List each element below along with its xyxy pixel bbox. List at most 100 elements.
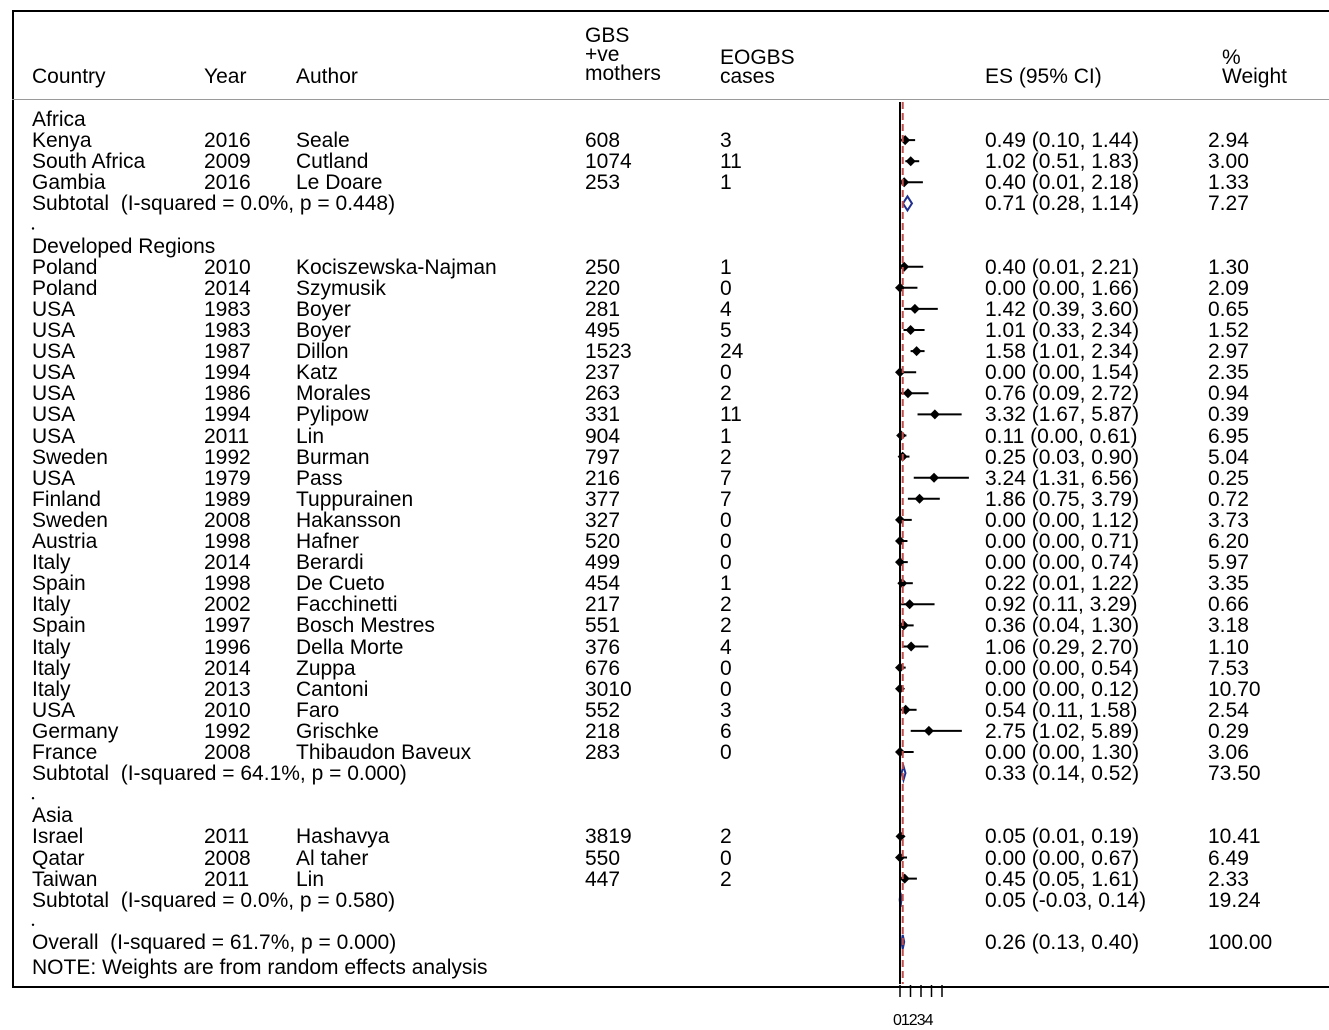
country-cell: Italy — [32, 635, 71, 659]
eogbs-cases-cell: 6 — [720, 719, 732, 743]
gbs-mothers-cell: 283 — [585, 741, 621, 764]
year-cell: 2002 — [204, 593, 251, 617]
weight-cell: 1.10 — [1208, 635, 1249, 659]
year-cell: 1994 — [204, 361, 251, 385]
gbs-mothers-cell: 218 — [585, 719, 621, 743]
gbs-mothers-cell: 263 — [585, 382, 621, 406]
weight-cell: 3.18 — [1208, 614, 1249, 638]
es-ci-cell: 0.45 (0.05, 1.61) — [985, 867, 1140, 891]
country-cell: USA — [32, 297, 76, 321]
point-estimate — [911, 346, 922, 357]
country-cell: USA — [32, 319, 76, 342]
country-cell: Italy — [32, 656, 71, 680]
country-cell: Spain — [32, 614, 86, 638]
es-ci-cell: 0.00 (0.00, 0.67) — [985, 846, 1140, 870]
weight-cell: 100.00 — [1208, 930, 1273, 954]
eogbs-cases-cell: 7 — [720, 466, 732, 490]
point-estimate — [909, 303, 920, 314]
subtotal-diamond — [901, 194, 914, 213]
year-cell: 1987 — [204, 340, 251, 364]
year-cell: 2011 — [204, 867, 250, 891]
author-cell: Tuppurainen — [296, 487, 414, 511]
year-cell: 2013 — [204, 677, 251, 701]
spacer-dot — [31, 923, 35, 926]
point-estimate — [904, 599, 915, 610]
country-cell: Sweden — [32, 508, 108, 532]
weight-cell: 3.73 — [1208, 508, 1249, 532]
weight-cell: 1.33 — [1208, 171, 1249, 195]
subtotal-label: Subtotal (I-squared = 0.0%, p = 0.580) — [32, 888, 396, 912]
author-cell: Facchinetti — [296, 593, 398, 617]
year-cell: 1994 — [204, 403, 251, 427]
gbs-mothers-cell: 327 — [585, 508, 621, 532]
eogbs-cases-cell: 0 — [720, 741, 732, 764]
author-cell: Zuppa — [296, 656, 356, 680]
eogbs-cases-cell: 4 — [720, 297, 732, 321]
point-estimate — [929, 472, 940, 483]
author-cell: Pass — [296, 466, 343, 490]
es-ci-cell: 3.32 (1.67, 5.87) — [985, 403, 1140, 427]
author-cell: Hakansson — [296, 508, 402, 532]
eogbs-cases-cell: 11 — [720, 403, 742, 427]
es-ci-cell: 0.25 (0.03, 0.90) — [985, 445, 1140, 469]
es-ci-cell: 1.06 (0.29, 2.70) — [985, 635, 1140, 659]
year-cell: 1997 — [204, 614, 251, 638]
es-ci-cell: 0.92 (0.11, 3.29) — [985, 593, 1138, 617]
subtotal-label: Subtotal (I-squared = 64.1%, p = 0.000) — [32, 762, 407, 786]
gbs-mothers-cell: 217 — [585, 593, 621, 617]
country-cell: Poland — [32, 255, 98, 279]
es-ci-cell: 0.22 (0.01, 1.22) — [985, 572, 1140, 596]
group-heading: Asia — [32, 804, 73, 828]
header-year: Year — [204, 65, 247, 88]
year-cell: 2008 — [204, 508, 251, 532]
es-ci-cell: 0.05 (-0.03, 0.14) — [985, 888, 1147, 912]
es-ci-cell: 0.00 (0.00, 0.74) — [985, 551, 1140, 575]
gbs-mothers-cell: 552 — [585, 698, 621, 722]
gbs-mothers-cell: 281 — [585, 297, 621, 321]
weight-cell: 1.30 — [1208, 255, 1249, 279]
country-cell: Italy — [32, 677, 71, 701]
spacer-dot — [31, 797, 35, 800]
year-cell: 1998 — [204, 572, 251, 596]
eogbs-cases-cell: 3 — [720, 698, 732, 722]
eogbs-cases-cell: 0 — [720, 677, 732, 701]
point-estimate — [923, 725, 934, 736]
author-cell: Boyer — [296, 297, 351, 321]
author-cell: Berardi — [296, 551, 364, 575]
overall-diamond — [900, 934, 906, 950]
author-cell: Lin — [296, 424, 325, 448]
weight-cell: 6.95 — [1208, 424, 1249, 448]
plot-frame — [12, 10, 1329, 988]
es-ci-cell: 0.11 (0.00, 0.61) — [985, 424, 1138, 448]
weight-cell: 6.20 — [1208, 530, 1249, 553]
x-tick-labels: 01234 — [893, 1012, 933, 1029]
eogbs-cases-cell: 2 — [720, 867, 732, 891]
author-cell: Morales — [296, 382, 371, 406]
author-cell: De Cueto — [296, 572, 385, 596]
gbs-mothers-cell: 1074 — [585, 150, 632, 174]
es-ci-cell: 0.00 (0.00, 0.54) — [985, 656, 1140, 680]
es-ci-cell: 0.71 (0.28, 1.14) — [985, 192, 1140, 216]
weight-cell: 0.72 — [1208, 487, 1249, 511]
year-cell: 1998 — [204, 530, 251, 553]
gbs-mothers-cell: 1523 — [585, 340, 632, 364]
gbs-mothers-cell: 447 — [585, 867, 621, 891]
gbs-mothers-cell: 220 — [585, 276, 621, 300]
subtotal-label: Subtotal (I-squared = 0.0%, p = 0.448) — [32, 192, 396, 216]
year-cell: 1986 — [204, 382, 251, 406]
point-estimate — [899, 177, 910, 188]
point-estimate — [899, 261, 910, 272]
weights-note: NOTE: Weights are from random effects an… — [32, 956, 488, 979]
eogbs-cases-cell: 0 — [720, 361, 732, 385]
author-cell: Pylipow — [296, 403, 369, 427]
gbs-mothers-cell: 550 — [585, 846, 621, 870]
weight-cell: 19.24 — [1208, 888, 1261, 912]
point-estimate — [905, 156, 916, 167]
weight-cell: 3.00 — [1208, 150, 1249, 174]
weight-cell: 2.35 — [1208, 361, 1249, 385]
header-country: Country — [32, 65, 106, 88]
gbs-mothers-cell: 376 — [585, 635, 621, 659]
eogbs-cases-cell: 4 — [720, 635, 732, 659]
author-cell: Cantoni — [296, 677, 369, 701]
